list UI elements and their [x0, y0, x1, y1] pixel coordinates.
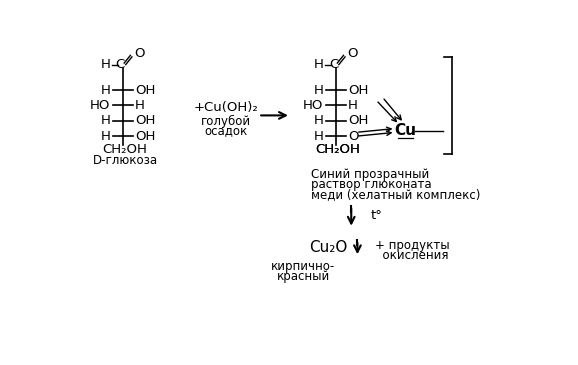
Text: красный: красный [277, 270, 330, 283]
Text: OH: OH [135, 84, 155, 96]
Text: OH: OH [135, 114, 155, 127]
Text: H: H [135, 99, 145, 112]
Text: H: H [313, 114, 323, 127]
Text: H: H [101, 130, 110, 143]
Text: OH: OH [135, 130, 155, 143]
Text: + продукты: + продукты [375, 239, 449, 252]
Text: Cu: Cu [395, 123, 417, 138]
Text: H: H [313, 130, 323, 143]
Text: голубой: голубой [201, 115, 251, 128]
Text: OH: OH [348, 84, 369, 96]
Text: H: H [101, 84, 110, 96]
Text: HO: HO [303, 99, 323, 112]
Text: CH₂OH: CH₂OH [316, 143, 361, 156]
Text: окисления: окисления [375, 249, 448, 262]
Text: C: C [116, 58, 125, 71]
Text: осадок: осадок [204, 124, 247, 137]
Text: D-глюкоза: D-глюкоза [92, 154, 158, 166]
Text: O: O [134, 47, 144, 60]
Text: H: H [101, 114, 110, 127]
Text: CH₂OH: CH₂OH [102, 143, 147, 156]
Text: раствор глюконата: раствор глюконата [311, 178, 432, 191]
Text: Cu₂O: Cu₂O [309, 240, 347, 256]
Text: H: H [313, 58, 323, 71]
Text: меди (хелатный комплекс): меди (хелатный комплекс) [311, 188, 480, 201]
Text: Синий прозрачный: Синий прозрачный [311, 168, 429, 181]
Text: OH: OH [348, 114, 369, 127]
Text: t°: t° [370, 209, 383, 222]
Text: H: H [313, 84, 323, 96]
Text: HO: HO [90, 99, 110, 112]
Text: H: H [348, 99, 358, 112]
Text: кирпично-: кирпично- [271, 260, 335, 273]
Text: +Cu(OH)₂: +Cu(OH)₂ [193, 101, 258, 114]
Text: O: O [348, 130, 359, 143]
Text: O: O [347, 47, 358, 60]
Text: C: C [329, 58, 338, 71]
Text: H: H [101, 58, 110, 71]
Text: CH₂OH: CH₂OH [316, 143, 361, 156]
